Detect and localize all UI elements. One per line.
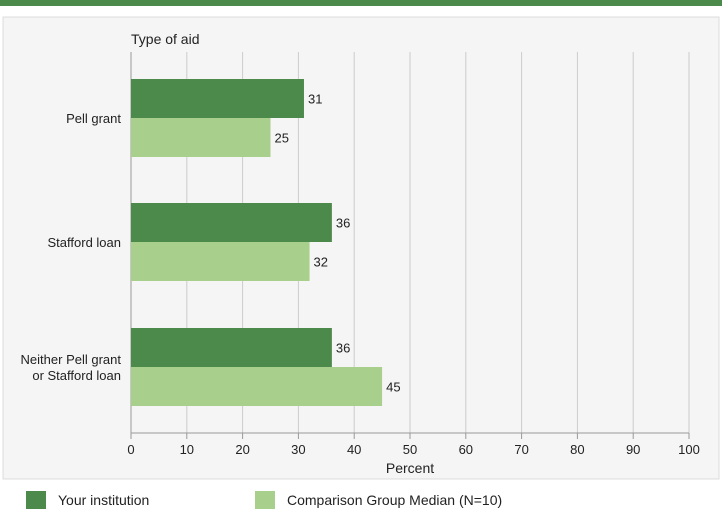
x-tick-label-40: 40 [347,442,361,457]
data-label-neither-pell-grant-or-stafford-loan-comparison-group-median-n-10: 45 [386,380,400,395]
x-tick-label-100: 100 [678,442,700,457]
bar-stafford-loan-comparison-group-median-n-10 [131,242,310,281]
legend-swatch-comparison-group [255,491,275,509]
bar-pell-grant-comparison-group-median-n-10 [131,118,271,157]
x-tick-label-50: 50 [403,442,417,457]
data-label-stafford-loan-your-institution: 36 [336,216,350,231]
data-label-stafford-loan-comparison-group-median-n-10: 32 [314,255,328,270]
x-tick-label-80: 80 [570,442,584,457]
category-label-neither-pell-grant-or-stafford-loan: or Stafford loan [32,368,121,383]
legend-swatch-your-institution [26,491,46,509]
bar-stafford-loan-your-institution [131,203,332,242]
category-label-neither-pell-grant-or-stafford-loan: Neither Pell grant [21,352,122,367]
x-tick-label-30: 30 [291,442,305,457]
bars: 31 25 36 32 36 45 [131,79,401,406]
legend: Your institution Comparison Group Median… [0,484,722,516]
chart-title: Type of aid [131,31,200,47]
x-tick-label-0: 0 [127,442,134,457]
x-tick-label-60: 60 [459,442,473,457]
x-axis-label: Percent [386,460,434,476]
category-label-stafford-loan: Stafford loan [48,235,121,250]
data-label-pell-grant-your-institution: 31 [308,92,322,107]
bar-neither-pell-grant-or-stafford-loan-comparison-group-median-n-10 [131,367,383,406]
legend-label-your-institution: Your institution [58,492,150,508]
category-labels: Pell grant Stafford loan Neither Pell gran… [21,111,122,383]
x-tick-label-70: 70 [514,442,528,457]
x-tick-label-10: 10 [180,442,194,457]
data-label-pell-grant-comparison-group-median-n-10: 25 [275,131,289,146]
category-label-pell-grant: Pell grant [66,111,121,126]
data-label-neither-pell-grant-or-stafford-loan-your-institution: 36 [336,341,350,356]
top-accent-rule [0,0,722,6]
legend-item-comparison-group: Comparison Group Median (N=10) [255,491,502,509]
bar-chart: Type of aid 31 25 36 32 36 45 0 10 20 30 40 50 60 70… [2,16,720,480]
x-axis-ticks: 0 10 20 30 40 50 60 70 80 90 100 [127,433,700,457]
x-tick-label-90: 90 [626,442,640,457]
bar-pell-grant-your-institution [131,79,304,118]
legend-item-your-institution: Your institution [26,491,149,509]
x-tick-label-20: 20 [235,442,249,457]
legend-label-comparison-group: Comparison Group Median (N=10) [287,492,503,508]
bar-neither-pell-grant-or-stafford-loan-your-institution [131,328,332,367]
